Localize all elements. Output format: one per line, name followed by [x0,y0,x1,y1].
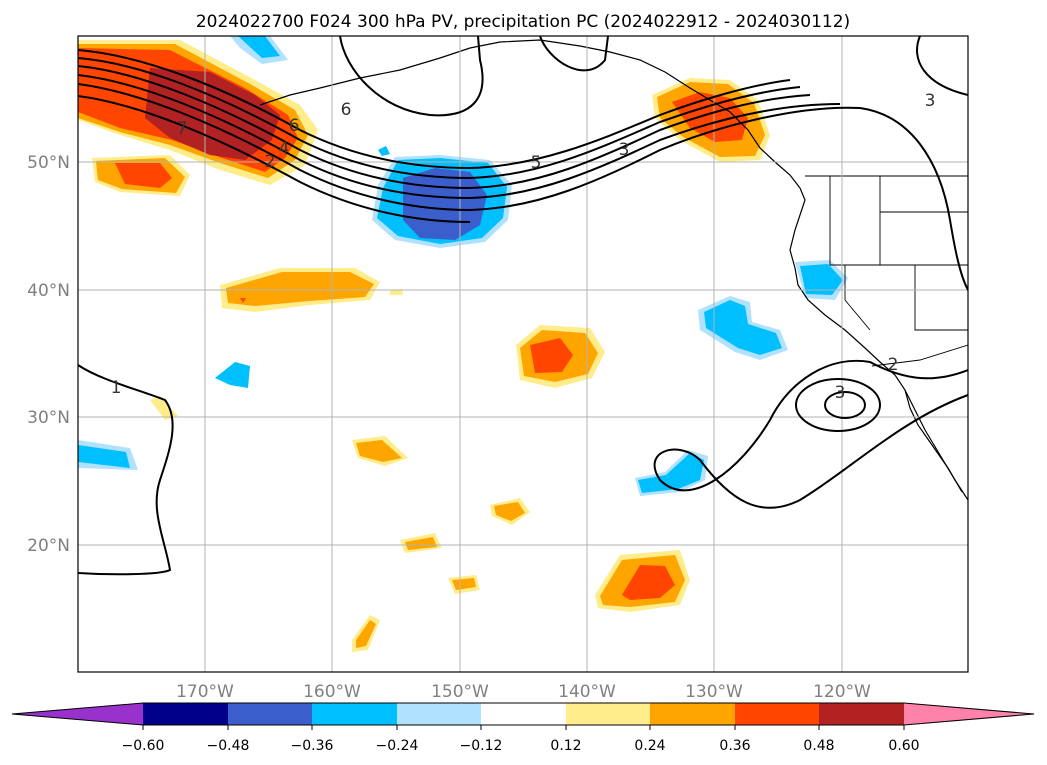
contour-label: 5 [531,153,542,173]
colorbar-tick-label: 0.48 [803,738,834,754]
shade-11n-orange [356,620,376,648]
pv-contour-3-east [916,36,968,96]
pv-contour-3-inner [795,378,881,432]
borders [805,175,968,367]
contour-label: 2 [888,355,899,375]
colorbar-bin [397,703,481,725]
lat-label: 50°N [27,153,70,173]
colorbar-tick-label: 0.60 [888,738,919,754]
lon-label: 120°W [813,682,871,702]
map-frame [77,35,969,673]
colorbar-extend-right [904,703,1034,725]
coast-alaska [259,39,801,189]
colorbar-bin [481,703,566,725]
lat-label: 30°N [27,408,70,428]
contour-label: 4 [279,139,290,159]
coast-west-us [789,187,968,501]
shade-33n-neg [215,362,250,388]
colorbar-ticks [142,725,905,730]
contour-labels: 1 2 2 3 3 3 4 5 6 6 7 [111,91,936,403]
lon-label: 140°W [558,682,616,702]
colorbar-bin [566,703,650,725]
pv-contour-2 [78,95,471,223]
pv-contour-1-west [78,364,174,576]
shade-small-neg [378,146,390,156]
coastlines [259,39,968,501]
coast-baja [904,389,963,493]
pv-contour-6 [78,57,801,180]
plot-title: 2024022700 F024 300 hPa PV, precipitatio… [196,12,850,32]
lat-label: 40°N [27,281,70,301]
pv-contour-6-north [339,36,484,117]
shade-22n-orange [494,502,525,521]
colorbar-tick-label: 0.24 [634,738,665,754]
colorbar-tick-label: −0.24 [376,738,419,754]
contour-label: 7 [177,119,188,139]
colorbar-extend-left [12,703,143,725]
lon-labels: 170°W 160°W 150°W 140°W 130°W 120°W [176,682,871,702]
colorbar-bin [650,703,735,725]
shade-26n-cyan [638,453,704,493]
shade-38n-cyan [704,300,782,355]
colorbar-tick-label: −0.48 [207,738,250,754]
shade-top-neg-inner [238,36,280,58]
contour-label: 3 [925,91,936,111]
colorbar: −0.60 −0.48 −0.36 −0.24 −0.12 0.12 0.24 … [11,702,1035,754]
lon-label: 150°W [431,682,489,702]
colorbar-tick-label: 0.12 [550,738,581,754]
colorbar-bin [819,703,904,725]
contour-label: 6 [289,116,300,136]
contour-label: 1 [111,378,122,398]
lon-label: 170°W [176,682,234,702]
colorbar-bin [735,703,819,725]
pv-contour-5 [78,65,811,190]
pv-contour-4 [78,74,841,200]
lon-label: 160°W [303,682,361,702]
shade-18n-orange [452,578,476,590]
border-us-mexico [871,344,968,367]
shade-ca-cyan [800,264,843,295]
colorbar-bin [228,703,312,725]
pv-contours [78,36,968,576]
pv-contour-2-south [653,359,968,509]
pv-contour-7 [78,49,791,170]
shade-40n-spot [240,298,246,303]
map-panel: 1 2 2 3 3 3 4 5 6 6 7 [77,35,969,673]
colorbar-tick-label: −0.12 [460,738,503,754]
contour-label: 6 [341,100,352,120]
pv-contour-3-core [824,391,866,419]
contour-label: 2 [265,152,276,172]
lon-label: 130°W [685,682,743,702]
shade-28n-orange [356,440,402,462]
shade-20n-orange [405,537,437,550]
lat-label: 20°N [27,536,70,556]
contour-label: 3 [619,140,630,160]
shade-35n-red [530,338,573,373]
shade-40n-orange [226,272,374,306]
shade-27n-cyan [78,445,130,468]
contour-label: 3 [835,383,846,403]
shade-17n-red [622,565,675,600]
colorbar-bin [312,703,397,725]
pv-contour-5-north [539,36,609,72]
colorbar-tick-label: −0.36 [291,738,334,754]
colorbar-tick-label: 0.36 [719,738,750,754]
pv-contour-3 [78,83,968,291]
shade-west-patch-red [115,163,172,188]
state-borders [829,176,968,331]
lat-labels: 50°N 40°N 30°N 20°N [27,153,70,556]
colorbar-tick-label: −0.60 [122,738,165,754]
colorbar-bin [143,703,228,725]
